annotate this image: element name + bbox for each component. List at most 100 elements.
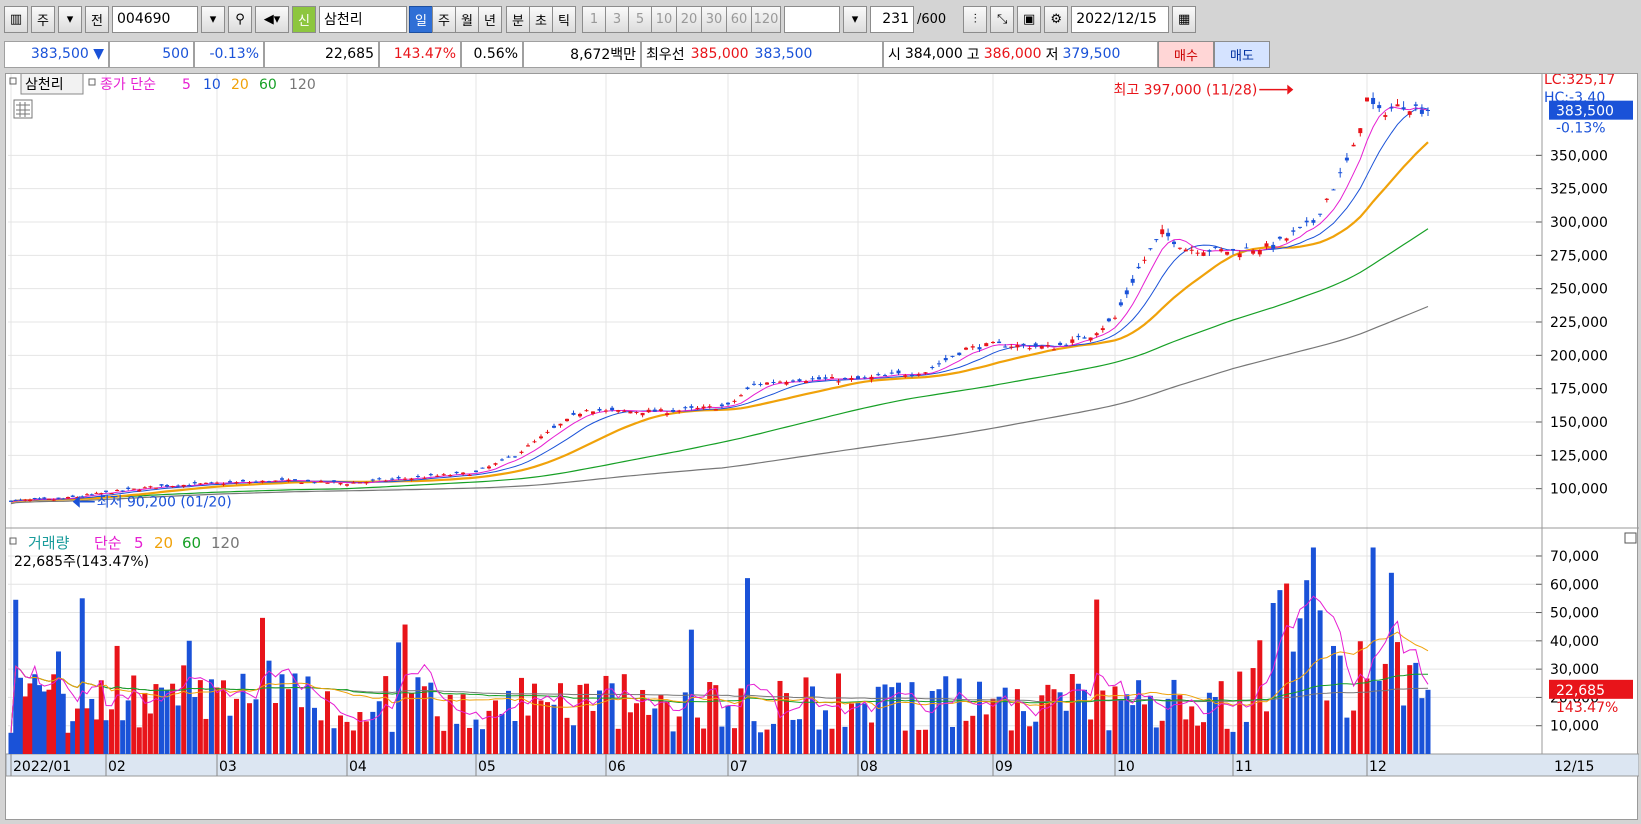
x-tick-label: 2022/01 [13,759,71,775]
price-tick-label: 200,000 [1550,348,1608,364]
candle-body [1419,109,1424,114]
volume-bar [142,692,148,754]
candle-body [299,482,304,485]
volume-bar [584,683,589,754]
gear-icon[interactable]: ⚙ [1044,5,1069,33]
candle-body [597,408,602,411]
candle-body [1213,246,1218,248]
volume-bar [506,690,511,754]
buy-button[interactable]: 매수 [1158,40,1214,68]
candle-body [1070,339,1075,343]
volume-bar [658,694,664,754]
search-icon[interactable]: ⚲ [228,5,252,33]
volume-bar [1147,695,1153,754]
volume-bar [640,689,646,754]
candle-body [677,410,682,412]
candle-body [209,482,214,484]
calendar-icon[interactable]: ▦ [1172,5,1197,33]
candle-body [797,379,802,382]
candle-body [422,477,427,479]
candle-body [1021,343,1026,346]
save-icon[interactable]: ▣ [1017,5,1042,33]
volume-bar [842,726,848,754]
volume-bar [421,686,427,754]
volume-bar [970,715,976,754]
candle-body [957,352,962,355]
volume-bar [823,710,828,754]
candle-body [286,479,291,482]
chart-type-select[interactable] [784,5,840,33]
x-tick-label: 06 [608,759,626,775]
trendline-icon[interactable]: ⤡ [990,5,1015,33]
interval-10-button[interactable]: 10 [651,5,677,33]
stock-name-field[interactable]: 삼천리 [319,5,407,33]
candle-body [1407,111,1412,115]
candle-body [28,499,32,502]
candle-body [610,407,615,411]
candle-body [293,479,297,481]
stock-code-input[interactable]: 004690 [112,5,198,33]
volume-bar [916,729,922,754]
interval-3-button[interactable]: 3 [605,5,629,33]
dropdown-icon[interactable]: ▾ [58,5,82,33]
candle-body [32,498,37,500]
candle-body [1371,97,1376,105]
prev-button[interactable]: 전 [85,5,109,33]
table-icon [13,99,33,119]
interval-20-button[interactable]: 20 [676,5,702,33]
volume-bar [299,707,304,754]
x-tick-label: 07 [730,759,748,775]
open-value: 384,000 [904,46,963,62]
candle-add-icon[interactable]: ⫶ [963,5,988,33]
candle-body [1045,345,1050,347]
period-2-button[interactable]: 월 [455,5,479,33]
volume-bar [646,714,652,754]
interval-60-button[interactable]: 60 [726,5,752,33]
candle-body [964,347,968,350]
interval-120-button[interactable]: 120 [751,5,781,33]
period-1-button[interactable]: 주 [432,5,456,33]
chart-type-dropdown-icon[interactable]: ▾ [843,5,867,33]
interval-30-button[interactable]: 30 [701,5,727,33]
candle-body [1088,337,1093,341]
date-input[interactable]: 2022/12/15 [1071,5,1170,33]
last-ratio-label: 143.47% [1556,700,1618,716]
interval-5-button[interactable]: 5 [628,5,652,33]
candle-body [1344,157,1349,161]
volume-bar [493,700,498,754]
chart-svg[interactable]: 100,000 125,000 150,000 175,000 200,000 225,0… [5,72,1640,821]
volume-bar [1057,692,1063,754]
period-3-button[interactable]: 년 [478,5,502,33]
period-5-button[interactable]: 초 [529,5,553,33]
volume-bar [447,694,453,754]
candle-body [616,410,621,412]
volume-bar [676,716,682,754]
count-input[interactable]: 231 [870,5,914,33]
volume-bar [751,721,757,754]
interval-1-button[interactable]: 1 [582,5,606,33]
candle-body [370,479,375,481]
candle-body [390,478,395,480]
period-4-button[interactable]: 분 [506,5,530,33]
volume-bar [923,729,928,754]
volume-bar [434,716,440,754]
sell-button[interactable]: 매도 [1214,40,1270,68]
candle-body [325,482,330,484]
volume-bar [1153,727,1159,754]
week-button[interactable]: 주 [31,5,55,33]
speaker-icon[interactable]: ◀▾ [255,5,289,33]
period-6-button[interactable]: 틱 [552,5,576,33]
candle-body [752,383,756,385]
volume-legend-label: 단순 [94,534,122,552]
volume-bar [153,684,159,754]
chart-menu-icon[interactable]: ▥ [4,5,28,33]
volume-bar [203,718,209,754]
volume-bar [1376,680,1382,754]
volume-bar [745,578,750,754]
volume-bar [109,709,115,754]
candle-body [267,481,271,483]
code-dropdown-icon[interactable]: ▾ [201,5,225,33]
count-max: /600 [917,11,947,27]
period-0-button[interactable]: 일 [409,5,433,33]
volume-bar [829,728,835,754]
